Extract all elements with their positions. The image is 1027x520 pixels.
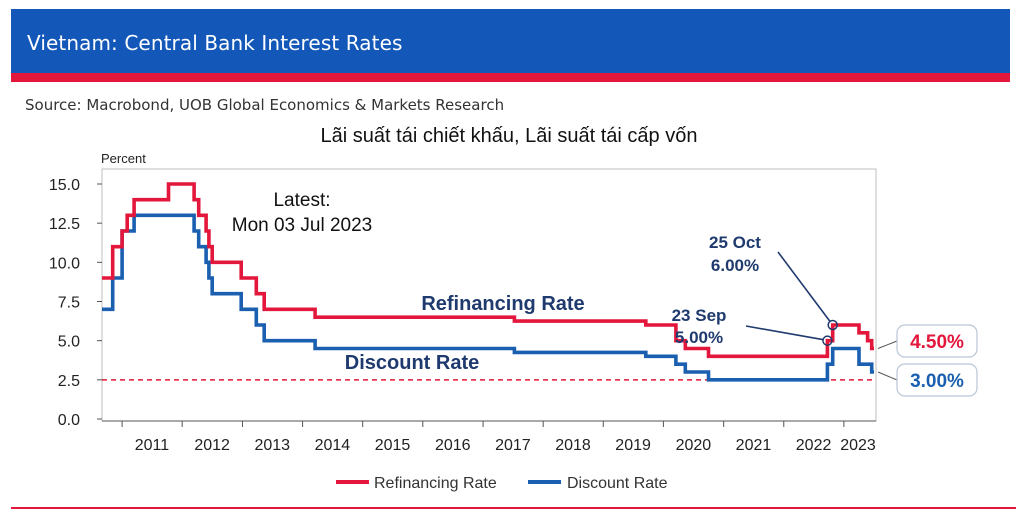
y-axis-label: Percent xyxy=(101,151,146,166)
refinancing-end-label: 4.50% xyxy=(910,332,964,353)
x-tick-label: 2014 xyxy=(315,437,351,454)
oct25-marker xyxy=(827,319,838,331)
sep23-annotation-rate: 5.00% xyxy=(675,328,723,347)
oct25-annotation-date: 25 Oct xyxy=(709,233,761,252)
discount-end-leader xyxy=(877,371,898,381)
refinancing-end-label-box xyxy=(896,324,978,358)
header-accent-stripe xyxy=(11,73,1010,82)
latest-date: Mon 03 Jul 2023 xyxy=(232,215,373,236)
latest-label: Latest: xyxy=(273,190,330,211)
x-tick-label: 2011 xyxy=(135,437,170,454)
x-tick-label: 2022 xyxy=(796,437,832,454)
chart-title: Lãi suất tái chiết khấu, Lãi suất tái cấ… xyxy=(321,125,698,147)
discount-rate-line xyxy=(102,213,874,382)
legend-refinancing-label: Refinancing Rate xyxy=(374,475,497,492)
y-tick-label: 5.0 xyxy=(58,334,80,351)
refinancing-series-label: Refinancing Rate xyxy=(421,293,584,315)
header-banner: Vietnam: Central Bank Interest Rates xyxy=(11,9,1010,73)
x-tick-label: 2012 xyxy=(194,437,230,454)
y-axis: 0.0 2.5 5.0 7.5 10.0 12.5 15.0 xyxy=(49,177,102,429)
y-tick-label: 0.0 xyxy=(58,412,80,429)
oct25-leader-line xyxy=(777,251,831,322)
refinancing-end-leader xyxy=(877,340,898,349)
footer-divider xyxy=(11,507,1016,509)
y-tick-label: 2.5 xyxy=(58,373,80,390)
oct25-annotation-rate: 6.00% xyxy=(711,256,759,275)
x-tick-label: 2016 xyxy=(435,437,471,454)
sep23-leader-line xyxy=(745,325,824,341)
x-tick-label: 2021 xyxy=(736,437,772,454)
x-tick-label: 2018 xyxy=(555,437,591,454)
x-tick-label: 2015 xyxy=(375,437,411,454)
y-tick-label: 12.5 xyxy=(49,216,80,233)
x-tick-label: 2019 xyxy=(615,437,651,454)
sep23-marker xyxy=(822,335,833,346)
x-tick-label: 2017 xyxy=(495,437,531,454)
y-tick-label: 7.5 xyxy=(58,295,80,312)
legend-discount-label: Discount Rate xyxy=(567,475,668,492)
x-tick-label: 2023 xyxy=(840,437,876,454)
discount-end-label-box xyxy=(896,363,978,397)
series-layer xyxy=(102,182,874,382)
discount-end-label: 3.00% xyxy=(910,371,964,392)
y-tick-label: 10.0 xyxy=(49,255,80,272)
x-tick-label: 2020 xyxy=(676,437,712,454)
x-axis: 2011 2012 2013 2014 2015 2016 2017 2018 2019 2020… xyxy=(102,420,876,454)
y-tick-label: 15.0 xyxy=(49,177,80,194)
page-title: Vietnam: Central Bank Interest Rates xyxy=(27,31,403,55)
x-tick-label: 2013 xyxy=(254,437,290,454)
source-note: Source: Macrobond, UOB Global Economics … xyxy=(25,96,505,114)
discount-series-label: Discount Rate xyxy=(345,352,479,374)
sep23-annotation-date: 23 Sep xyxy=(672,306,727,325)
